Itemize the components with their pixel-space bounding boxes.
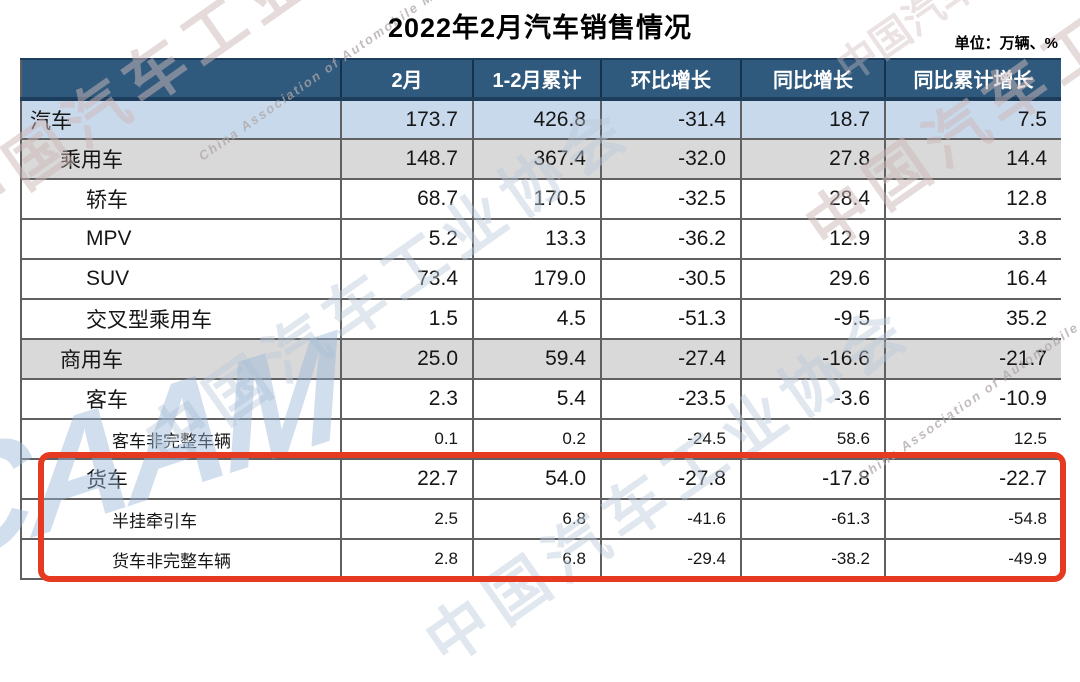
table-row: 商用车 25.0 59.4 -27.4 -16.6 -21.7 <box>21 338 1061 379</box>
cell-value: 29.6 <box>740 258 885 299</box>
cell-value: 2.8 <box>340 538 473 579</box>
table-row: 乘用车 148.7 367.4 -32.0 27.8 14.4 <box>21 138 1061 179</box>
cell-value: 18.7 <box>740 98 885 139</box>
row-label: MPV <box>21 218 341 259</box>
row-label: 货车非完整车辆 <box>21 538 341 579</box>
cell-value: -54.8 <box>884 498 1061 539</box>
cell-value: 12.5 <box>884 418 1061 459</box>
header-cell-yoy-cum-growth: 同比累计增长 <box>884 58 1061 101</box>
header-row: 2月 1-2月累计 环比增长 同比增长 同比累计增长 <box>21 58 1061 101</box>
table-row: 汽车 173.7 426.8 -31.4 18.7 7.5 <box>21 98 1061 139</box>
cell-value: 22.7 <box>340 458 473 499</box>
table-row: 客车非完整车辆 0.1 0.2 -24.5 58.6 12.5 <box>21 418 1061 459</box>
cell-value: -23.5 <box>600 378 741 419</box>
cell-value: -22.7 <box>884 458 1061 499</box>
cell-value: -32.0 <box>600 138 741 179</box>
cell-value: 367.4 <box>472 138 601 179</box>
cell-value: -21.7 <box>884 338 1061 379</box>
table-row: MPV 5.2 13.3 -36.2 12.9 3.8 <box>21 218 1061 259</box>
table-row: 半挂牵引车 2.5 6.8 -41.6 -61.3 -54.8 <box>21 498 1061 539</box>
cell-value: 179.0 <box>472 258 601 299</box>
cell-value: -24.5 <box>600 418 741 459</box>
cell-value: 16.4 <box>884 258 1061 299</box>
cell-value: 0.1 <box>340 418 473 459</box>
row-label: 客车 <box>21 378 341 419</box>
cell-value: 173.7 <box>340 98 473 139</box>
cell-value: -51.3 <box>600 298 741 339</box>
cell-value: 35.2 <box>884 298 1061 339</box>
table-row: 轿车 68.7 170.5 -32.5 28.4 12.8 <box>21 178 1061 219</box>
cell-value: 5.4 <box>472 378 601 419</box>
table-row: 货车非完整车辆 2.8 6.8 -29.4 -38.2 -49.9 <box>21 538 1061 579</box>
cell-value: 73.4 <box>340 258 473 299</box>
cell-value: 6.8 <box>472 538 601 579</box>
header-cell-cumulative: 1-2月累计 <box>472 58 601 101</box>
cell-value: -9.5 <box>740 298 885 339</box>
row-label: SUV <box>21 258 341 299</box>
header-cell-yoy-growth: 同比增长 <box>740 58 885 101</box>
unit-label: 单位：万辆、% <box>954 35 1058 52</box>
cell-value: -29.4 <box>600 538 741 579</box>
cell-value: 68.7 <box>340 178 473 219</box>
table-row: SUV 73.4 179.0 -30.5 29.6 16.4 <box>21 258 1061 299</box>
cell-value: 12.9 <box>740 218 885 259</box>
table-header: 2月 1-2月累计 环比增长 同比增长 同比累计增长 <box>21 58 1061 101</box>
cell-value: 13.3 <box>472 218 601 259</box>
cell-value: 12.8 <box>884 178 1061 219</box>
cell-value: -27.4 <box>600 338 741 379</box>
cell-value: 25.0 <box>340 338 473 379</box>
cell-value: 2.3 <box>340 378 473 419</box>
header-cell-name <box>21 58 341 101</box>
cell-value: 1.5 <box>340 298 473 339</box>
cell-value: 6.8 <box>472 498 601 539</box>
header-cell-feb: 2月 <box>340 58 473 101</box>
row-label: 轿车 <box>21 178 341 219</box>
header-cell-mom-growth: 环比增长 <box>600 58 741 101</box>
page-title: 2022年2月汽车销售情况 <box>387 13 693 43</box>
cell-value: 148.7 <box>340 138 473 179</box>
cell-value: 7.5 <box>884 98 1061 139</box>
cell-value: -17.8 <box>740 458 885 499</box>
cell-value: 4.5 <box>472 298 601 339</box>
cell-value: -31.4 <box>600 98 741 139</box>
row-label: 汽车 <box>21 98 341 139</box>
cell-value: 27.8 <box>740 138 885 179</box>
cell-value: -30.5 <box>600 258 741 299</box>
cell-value: -32.5 <box>600 178 741 219</box>
cell-value: -27.8 <box>600 458 741 499</box>
cell-value: -16.6 <box>740 338 885 379</box>
cell-value: -38.2 <box>740 538 885 579</box>
cell-value: 14.4 <box>884 138 1061 179</box>
cell-value: -61.3 <box>740 498 885 539</box>
table-row: 货车 22.7 54.0 -27.8 -17.8 -22.7 <box>21 458 1061 499</box>
cell-value: 2.5 <box>340 498 473 539</box>
cell-value: 28.4 <box>740 178 885 219</box>
cell-value: -3.6 <box>740 378 885 419</box>
cell-value: 3.8 <box>884 218 1061 259</box>
table-body: 汽车 173.7 426.8 -31.4 18.7 7.5 乘用车 148.7 367.4 -32… <box>21 98 1061 579</box>
sales-table: 2月 1-2月累计 环比增长 同比增长 同比累计增长 汽车 173.7 426.8-… <box>20 58 1061 580</box>
cell-value: 5.2 <box>340 218 473 259</box>
table-row: 客车 2.3 5.4 -23.5 -3.6 -10.9 <box>21 378 1061 419</box>
cell-value: 54.0 <box>472 458 601 499</box>
row-label: 交叉型乘用车 <box>21 298 341 339</box>
cell-value: 59.4 <box>472 338 601 379</box>
row-label: 乘用车 <box>21 138 341 179</box>
cell-value: 170.5 <box>472 178 601 219</box>
cell-value: -10.9 <box>884 378 1061 419</box>
cell-value: 426.8 <box>472 98 601 139</box>
row-label: 半挂牵引车 <box>21 498 341 539</box>
row-label: 商用车 <box>21 338 341 379</box>
cell-value: -49.9 <box>884 538 1061 579</box>
cell-value: -41.6 <box>600 498 741 539</box>
cell-value: 0.2 <box>472 418 601 459</box>
cell-value: 58.6 <box>740 418 885 459</box>
row-label: 货车 <box>21 458 341 499</box>
row-label: 客车非完整车辆 <box>21 418 341 459</box>
table-row: 交叉型乘用车 1.5 4.5 -51.3 -9.5 35.2 <box>21 298 1061 339</box>
cell-value: -36.2 <box>600 218 741 259</box>
